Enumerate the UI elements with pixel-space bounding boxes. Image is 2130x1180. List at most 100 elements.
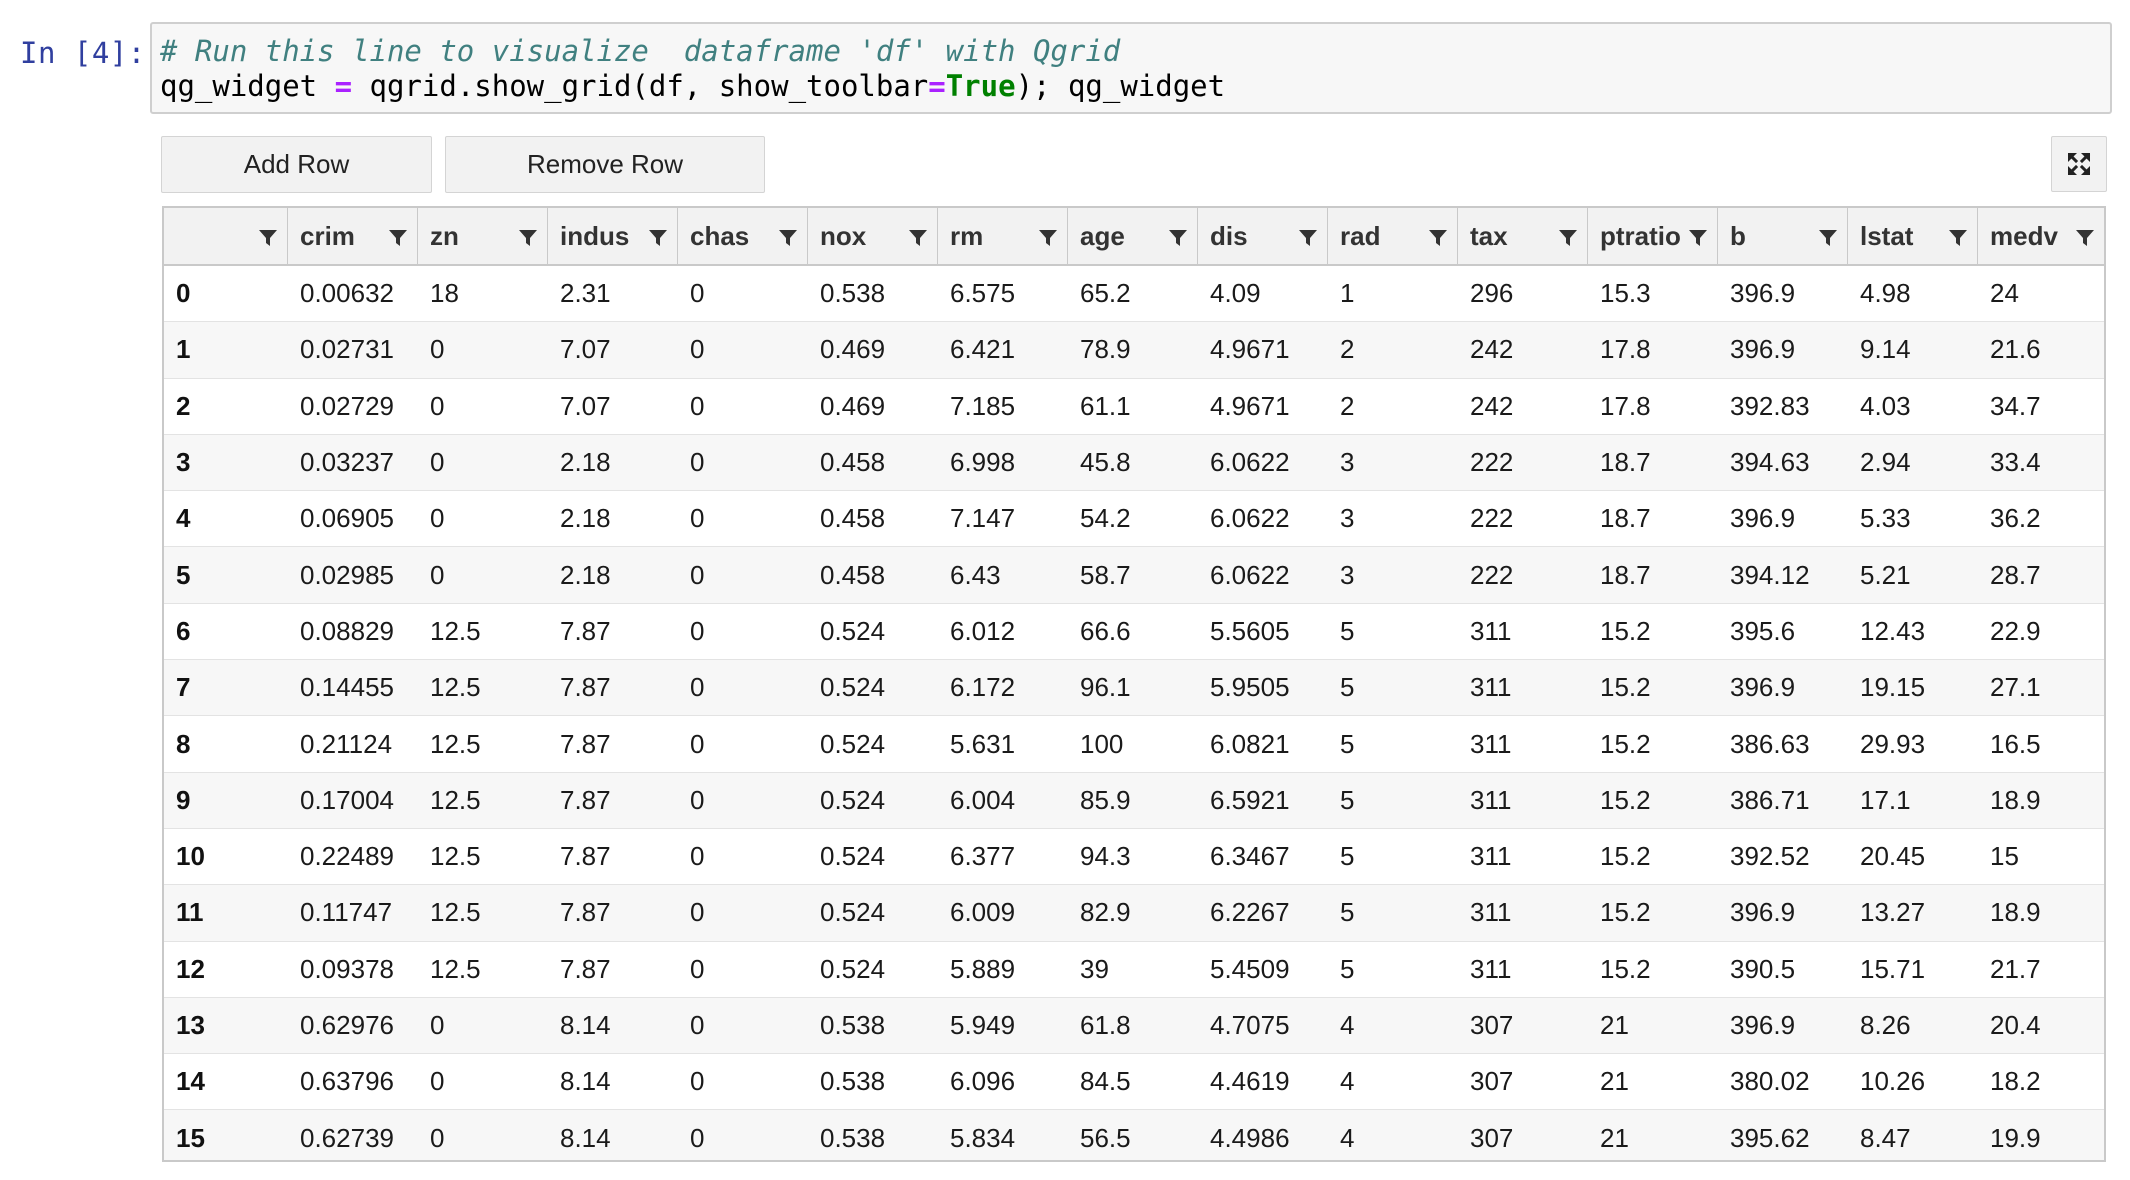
table-cell[interactable]: 6.172 bbox=[950, 672, 1016, 703]
table-row[interactable]: 8 0.21124 12.5 7.87 0 0.524 5.631 100 6.0821 5 311… bbox=[164, 716, 2104, 773]
table-cell[interactable]: 21.6 bbox=[1990, 334, 2041, 365]
table-cell[interactable]: 5 bbox=[1340, 672, 1355, 703]
table-cell[interactable]: 4.4619 bbox=[1210, 1066, 1290, 1097]
table-cell[interactable]: 7.147 bbox=[950, 503, 1016, 534]
filter-icon[interactable] bbox=[1297, 225, 1319, 247]
table-cell[interactable]: 311 bbox=[1470, 784, 1512, 815]
table-cell[interactable]: 56.5 bbox=[1080, 1122, 1131, 1153]
table-cell[interactable]: 386.71 bbox=[1730, 784, 1810, 815]
table-cell[interactable]: 5.834 bbox=[950, 1122, 1016, 1153]
table-cell[interactable]: 12.5 bbox=[430, 953, 481, 984]
table-cell[interactable]: 22.9 bbox=[1990, 615, 2041, 646]
table-row[interactable]: 14 0.63796 0 8.14 0 0.538 6.096 84.5 4.4619 4 307 2… bbox=[164, 1054, 2104, 1111]
table-cell[interactable]: 85.9 bbox=[1080, 784, 1131, 815]
table-row[interactable]: 12 0.09378 12.5 7.87 0 0.524 5.889 39 5.4509 5 311… bbox=[164, 941, 2104, 998]
table-cell[interactable]: 0 bbox=[690, 615, 705, 646]
table-cell[interactable]: 12.43 bbox=[1860, 615, 1926, 646]
filter-icon[interactable] bbox=[1817, 225, 1839, 247]
table-row[interactable]: 6 0.08829 12.5 7.87 0 0.524 6.012 66.6 5.5605 5 31… bbox=[164, 603, 2104, 661]
row-index[interactable]: 1 bbox=[176, 334, 191, 365]
table-cell[interactable]: 65.2 bbox=[1080, 278, 1131, 309]
column-header-tax[interactable]: tax bbox=[1458, 208, 1588, 264]
table-cell[interactable]: 390.5 bbox=[1730, 953, 1796, 984]
table-cell[interactable]: 5.21 bbox=[1860, 559, 1911, 590]
table-cell[interactable]: 0.524 bbox=[820, 897, 886, 928]
table-cell[interactable]: 311 bbox=[1470, 897, 1512, 928]
table-cell[interactable]: 311 bbox=[1470, 728, 1512, 759]
table-cell[interactable]: 20.4 bbox=[1990, 1010, 2041, 1040]
table-cell[interactable]: 15.2 bbox=[1600, 953, 1651, 984]
table-cell[interactable]: 4.4986 bbox=[1210, 1122, 1290, 1153]
table-cell[interactable]: 7.07 bbox=[560, 334, 611, 365]
table-cell[interactable]: 5.5605 bbox=[1210, 615, 1290, 646]
table-cell[interactable]: 7.87 bbox=[560, 897, 611, 928]
table-cell[interactable]: 8.47 bbox=[1860, 1122, 1911, 1153]
table-cell[interactable]: 0.08829 bbox=[300, 615, 394, 646]
table-cell[interactable]: 15.2 bbox=[1600, 615, 1651, 646]
table-cell[interactable]: 0.524 bbox=[820, 672, 886, 703]
table-cell[interactable]: 15.2 bbox=[1600, 728, 1651, 759]
table-cell[interactable]: 2.31 bbox=[560, 278, 611, 309]
table-cell[interactable]: 6.012 bbox=[950, 615, 1016, 646]
table-cell[interactable]: 222 bbox=[1470, 503, 1514, 534]
table-cell[interactable]: 6.3467 bbox=[1210, 841, 1290, 872]
table-cell[interactable]: 24 bbox=[1990, 278, 2019, 309]
table-cell[interactable]: 0 bbox=[690, 503, 705, 534]
table-cell[interactable]: 15.2 bbox=[1600, 784, 1651, 815]
table-cell[interactable]: 5.889 bbox=[950, 953, 1016, 984]
table-row[interactable]: 3 0.03237 0 2.18 0 0.458 6.998 45.8 6.0622 3 222 18… bbox=[164, 434, 2104, 492]
row-index[interactable]: 12 bbox=[176, 953, 205, 984]
table-cell[interactable]: 0.538 bbox=[820, 278, 886, 309]
table-cell[interactable]: 7.87 bbox=[560, 672, 611, 703]
table-cell[interactable]: 0.538 bbox=[820, 1122, 886, 1153]
table-cell[interactable]: 0 bbox=[430, 1122, 445, 1153]
table-cell[interactable]: 21 bbox=[1600, 1122, 1629, 1153]
table-cell[interactable]: 6.0821 bbox=[1210, 728, 1290, 759]
table-cell[interactable]: 0.17004 bbox=[300, 784, 394, 815]
table-cell[interactable]: 0.63796 bbox=[300, 1066, 394, 1097]
table-cell[interactable]: 0.14455 bbox=[300, 672, 394, 703]
table-cell[interactable]: 9.14 bbox=[1860, 334, 1911, 365]
table-cell[interactable]: 0.06905 bbox=[300, 503, 394, 534]
row-index[interactable]: 2 bbox=[176, 390, 191, 421]
column-header-indus[interactable]: indus bbox=[548, 208, 678, 264]
filter-icon[interactable] bbox=[1687, 225, 1709, 247]
table-cell[interactable]: 8.14 bbox=[560, 1066, 611, 1097]
row-index[interactable]: 15 bbox=[176, 1122, 205, 1153]
table-cell[interactable]: 0.09378 bbox=[300, 953, 394, 984]
row-index[interactable]: 14 bbox=[176, 1066, 205, 1097]
table-cell[interactable]: 5.631 bbox=[950, 728, 1016, 759]
row-index[interactable]: 0 bbox=[176, 278, 191, 309]
table-cell[interactable]: 18 bbox=[430, 278, 459, 309]
column-header-nox[interactable]: nox bbox=[808, 208, 938, 264]
table-cell[interactable]: 7.87 bbox=[560, 953, 611, 984]
table-cell[interactable]: 0 bbox=[430, 390, 445, 421]
table-row[interactable]: 13 0.62976 0 8.14 0 0.538 5.949 61.8 4.7075 4 307 2… bbox=[164, 997, 2104, 1055]
table-cell[interactable]: 82.9 bbox=[1080, 897, 1131, 928]
table-cell[interactable]: 2 bbox=[1340, 334, 1355, 365]
column-header-b[interactable]: b bbox=[1718, 208, 1848, 264]
table-cell[interactable]: 5.9505 bbox=[1210, 672, 1290, 703]
table-cell[interactable]: 4 bbox=[1340, 1010, 1355, 1040]
code-input-cell[interactable]: # Run this line to visualize dataframe '… bbox=[150, 22, 2112, 114]
table-cell[interactable]: 6.575 bbox=[950, 278, 1016, 309]
table-cell[interactable]: 18.9 bbox=[1990, 784, 2041, 815]
table-cell[interactable]: 29.93 bbox=[1860, 728, 1926, 759]
table-cell[interactable]: 12.5 bbox=[430, 784, 481, 815]
table-row[interactable]: 5 0.02985 0 2.18 0 0.458 6.43 58.7 6.0622 3 222 18.… bbox=[164, 547, 2104, 604]
column-header-index[interactable] bbox=[164, 208, 288, 264]
column-header-rm[interactable]: rm bbox=[938, 208, 1068, 264]
table-cell[interactable]: 21.7 bbox=[1990, 953, 2041, 984]
row-index[interactable]: 10 bbox=[176, 841, 205, 872]
table-cell[interactable]: 4.98 bbox=[1860, 278, 1911, 309]
table-cell[interactable]: 54.2 bbox=[1080, 503, 1131, 534]
table-cell[interactable]: 6.0622 bbox=[1210, 447, 1290, 478]
table-cell[interactable]: 12.5 bbox=[430, 728, 481, 759]
table-cell[interactable]: 8.26 bbox=[1860, 1010, 1911, 1040]
table-cell[interactable]: 7.185 bbox=[950, 390, 1016, 421]
table-cell[interactable]: 15.2 bbox=[1600, 841, 1651, 872]
table-row[interactable]: 11 0.11747 12.5 7.87 0 0.524 6.009 82.9 6.2267 5 3… bbox=[164, 885, 2104, 942]
table-cell[interactable]: 0 bbox=[430, 1010, 445, 1040]
table-cell[interactable]: 0 bbox=[690, 1010, 705, 1040]
table-cell[interactable]: 396.9 bbox=[1730, 334, 1796, 365]
